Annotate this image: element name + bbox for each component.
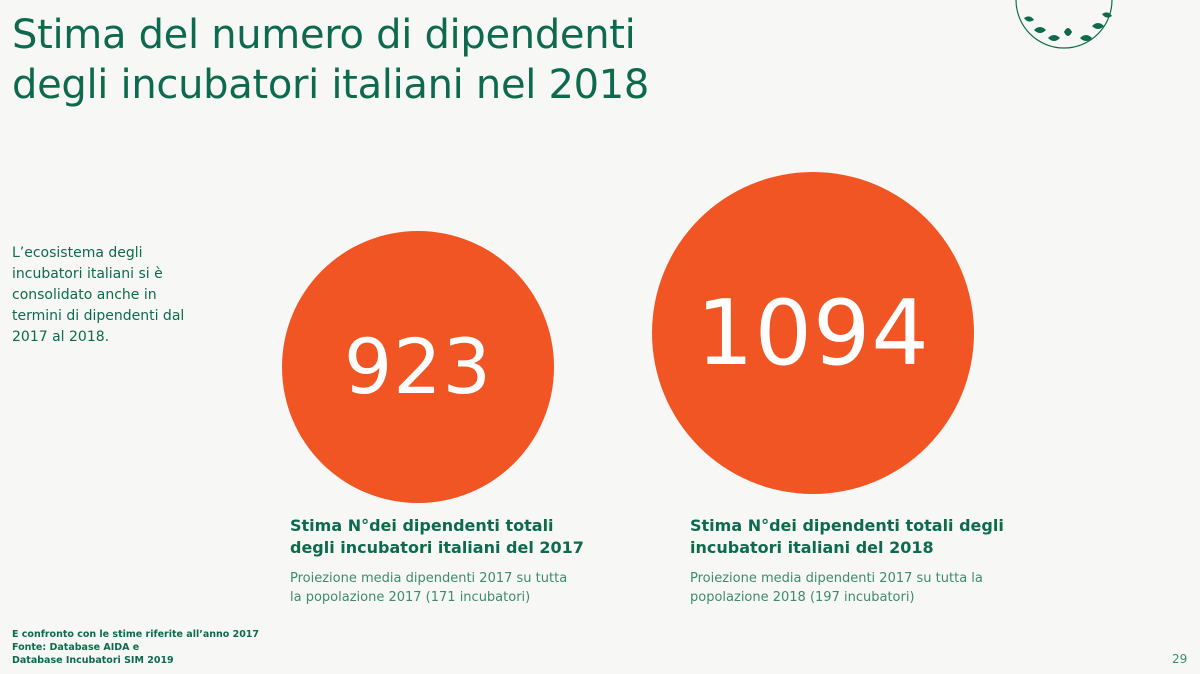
page-number: 29 xyxy=(1172,652,1188,666)
caption-title-2018-line-2: incubatori italiani del 2018 xyxy=(690,538,934,557)
caption-title-2018-line-1: Stima N°dei dipendenti totali degli xyxy=(690,516,1004,535)
leaf-wreath-logo-icon xyxy=(1015,0,1113,49)
title-line-1: Stima del numero di dipendenti xyxy=(12,12,636,58)
intro-text: L’ecosistema degli incubatori italiani s… xyxy=(12,245,185,345)
caption-2017: Stima N°dei dipendenti totali degli incu… xyxy=(290,515,630,607)
footnote-line-3: Database Incubatori SIM 2019 xyxy=(12,655,174,666)
bubble-2017: 923 xyxy=(282,231,554,503)
caption-title-2017-line-2: degli incubatori italiani del 2017 xyxy=(290,538,584,557)
source-footnote: E confronto con le stime riferite all’an… xyxy=(12,628,332,667)
caption-title-2017-line-1: Stima N°dei dipendenti totali xyxy=(290,516,554,535)
footnote-line-1: E confronto con le stime riferite all’an… xyxy=(12,629,260,640)
caption-note-2017: Proiezione media dipendenti 2017 su tutt… xyxy=(290,569,630,607)
caption-note-2018: Proiezione media dipendenti 2017 su tutt… xyxy=(690,569,1030,607)
caption-2018: Stima N°dei dipendenti totali degli incu… xyxy=(690,515,1030,607)
caption-note-2018-line-2: popolazione 2018 (197 incubatori) xyxy=(690,590,915,605)
footnote-line-2: Fonte: Database AIDA e xyxy=(12,642,140,653)
page-title: Stima del numero di dipendenti degli inc… xyxy=(12,10,832,110)
title-line-2: degli incubatori italiani nel 2018 xyxy=(12,62,650,108)
bubble-2018: 1094 xyxy=(652,172,974,494)
caption-title-2018: Stima N°dei dipendenti totali degli incu… xyxy=(690,515,1030,559)
caption-note-2017-line-2: la popolazione 2017 (171 incubatori) xyxy=(290,590,531,605)
bubble-value-2018: 1094 xyxy=(696,280,930,386)
caption-note-2017-line-1: Proiezione media dipendenti 2017 su tutt… xyxy=(290,571,568,586)
caption-title-2017: Stima N°dei dipendenti totali degli incu… xyxy=(290,515,630,559)
bubble-value-2017: 923 xyxy=(343,322,493,412)
caption-note-2018-line-1: Proiezione media dipendenti 2017 su tutt… xyxy=(690,571,983,586)
